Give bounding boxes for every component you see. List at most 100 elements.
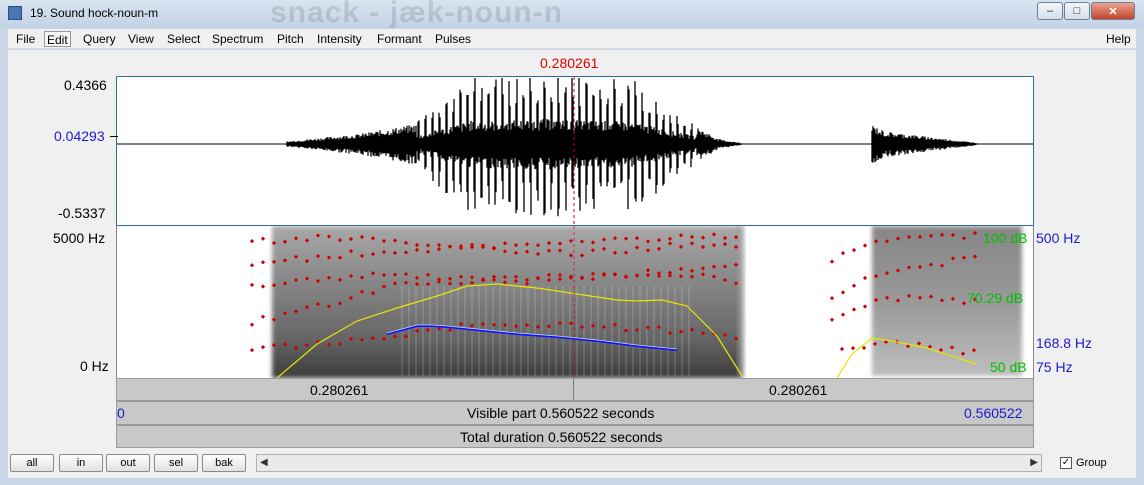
spectrogram-top-freq-label: 5000 Hz (53, 230, 106, 246)
pitch-curve (386, 325, 678, 351)
intensity-curve (276, 283, 743, 379)
formant-point (851, 283, 857, 288)
zoom-out-button[interactable]: out (106, 454, 150, 472)
minimize-button[interactable]: – (1037, 2, 1063, 20)
waveform-min-label: -0.5337 (58, 205, 106, 221)
visible-end-label: 0.560522 (964, 405, 1023, 421)
formant-point (260, 284, 266, 289)
title-bar: 19. Sound hock-noun-m snack - jæk-noun-n… (0, 0, 1144, 29)
zoom-back-button[interactable]: bak (202, 454, 246, 472)
close-button[interactable]: ✕ (1091, 2, 1135, 20)
spectrogram-panel[interactable] (116, 226, 1034, 379)
scroll-left-icon[interactable]: ◀ (260, 457, 268, 468)
segment-left-duration[interactable]: 0.280261 (310, 382, 369, 398)
formant-point (862, 304, 868, 309)
bottom-controls: all in out sel bak ◀ ▶ ✓ Group (8, 448, 1136, 478)
formant-point (829, 259, 835, 264)
formant-point (895, 298, 901, 303)
maximize-button[interactable]: □ (1064, 2, 1090, 20)
waveform-panel[interactable] (116, 76, 1034, 226)
menu-view[interactable]: View (128, 32, 154, 46)
segment-divider (573, 379, 574, 400)
formant-point (260, 236, 266, 241)
waveform-mid-tick (110, 136, 118, 137)
waveform-plot (116, 77, 1033, 225)
pitch-top-label: 500 Hz (1036, 230, 1081, 246)
formant-point (249, 322, 255, 327)
formant-point (939, 263, 945, 268)
menu-file[interactable]: File (16, 32, 36, 46)
visible-start-label: 0 (117, 405, 125, 421)
formant-point (862, 275, 868, 281)
total-duration-label: Total duration 0.560522 seconds (460, 429, 663, 445)
intensity-curve-second (836, 337, 978, 379)
formant-point (861, 345, 867, 351)
zoom-selection-button[interactable]: sel (154, 454, 198, 472)
intensity-bottom-label: 50 dB (990, 359, 1027, 375)
background-window-text: snack - jæk-noun-n (270, 0, 564, 29)
menu-pulses[interactable]: Pulses (435, 32, 472, 46)
formant-point (249, 282, 255, 288)
segment-right-duration[interactable]: 0.280261 (769, 382, 828, 398)
formant-point (326, 342, 332, 347)
formant-point (862, 243, 868, 248)
pitch-value-label: 168.8 Hz (1036, 335, 1093, 351)
visible-part-bar[interactable]: 0 Visible part 0.560522 seconds 0.560522 (116, 401, 1034, 425)
menu-help[interactable]: Help (1106, 32, 1131, 46)
spectrogram-bottom-freq-label: 0 Hz (80, 358, 109, 374)
formant-point (722, 264, 728, 269)
menu-query[interactable]: Query (83, 32, 116, 46)
spectrogram-energy (272, 226, 1022, 378)
formant-point (502, 280, 508, 285)
group-checkbox[interactable]: ✓ (1060, 457, 1072, 469)
pitch-bottom-label: 75 Hz (1036, 359, 1073, 375)
horizontal-scrollbar[interactable]: ◀ ▶ (256, 454, 1042, 472)
formant-point (249, 348, 255, 353)
formant-point (392, 272, 398, 277)
menu-edit[interactable]: Edit (44, 31, 71, 47)
formant-point (260, 260, 266, 265)
formant-point (249, 263, 255, 268)
visible-part-label: Visible part 0.560522 seconds (467, 405, 655, 421)
formant-point (260, 345, 266, 350)
formant-point (840, 251, 846, 256)
segment-bar[interactable]: 0.280261 0.280261 (116, 378, 1034, 401)
waveform-max-label: 0.4366 (64, 77, 107, 93)
menu-select[interactable]: Select (167, 32, 201, 46)
menu-pitch[interactable]: Pitch (277, 32, 304, 46)
waveform-trace (116, 78, 1033, 217)
formant-point (829, 317, 835, 322)
waveform-mid-label: 0.04293 (54, 128, 105, 144)
intensity-top-label: 100 dB (983, 230, 1028, 246)
formant-point (557, 272, 563, 278)
formant-point (850, 346, 856, 351)
formant-point (829, 296, 835, 301)
formant-point (293, 345, 299, 350)
menu-bar: File Edit Query View Select Spectrum Pit… (8, 29, 1136, 49)
group-label: Group (1076, 457, 1107, 469)
formant-point (960, 351, 966, 356)
intensity-mid-label: 70.29 dB (967, 290, 1024, 306)
spectrogram-plot (249, 226, 1022, 379)
formant-point (458, 321, 464, 327)
zoom-in-button[interactable]: in (59, 454, 103, 472)
pitch-highlight (386, 324, 678, 350)
menu-formant[interactable]: Formant (377, 32, 422, 46)
formant-point (851, 247, 857, 253)
formant-point (282, 311, 288, 316)
menu-spectrum[interactable]: Spectrum (212, 32, 264, 46)
formant-point (601, 324, 607, 330)
scroll-right-icon[interactable]: ▶ (1030, 457, 1038, 468)
formant-point (271, 259, 277, 265)
zoom-all-button[interactable]: all (10, 454, 54, 472)
formant-point (381, 336, 387, 341)
menu-intensity[interactable]: Intensity (317, 32, 362, 46)
praat-icon (8, 6, 22, 20)
formant-point (249, 239, 255, 244)
total-duration-bar[interactable]: Total duration 0.560522 seconds (116, 425, 1034, 448)
formant-point (916, 341, 922, 346)
formant-point (840, 312, 846, 317)
formant-point (282, 281, 288, 286)
cursor-time-label: 0.280261 (540, 55, 599, 71)
formant-point (839, 346, 845, 352)
